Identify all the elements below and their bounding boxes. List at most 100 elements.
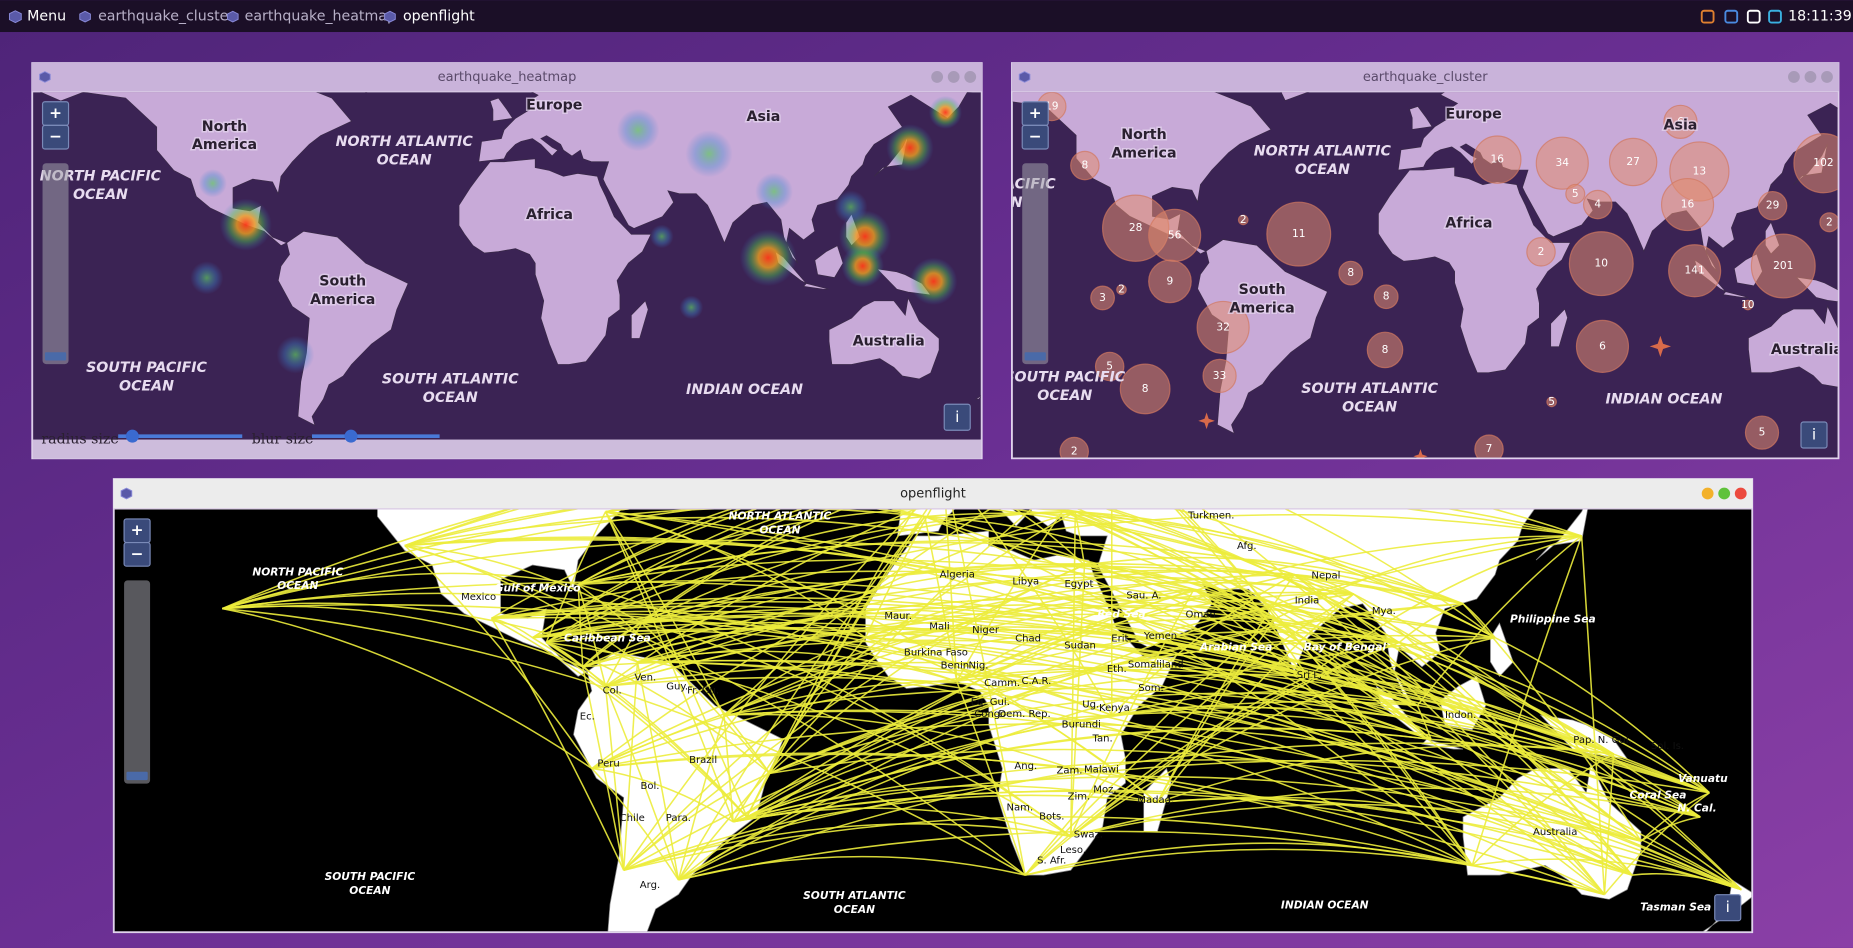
zoom-handle[interactable] [1024,352,1046,361]
cluster-bubble[interactable] [1119,363,1171,415]
map-label: Ec. [580,711,595,722]
slider-thumb[interactable] [125,429,139,443]
flight-route [1173,509,1496,639]
map-label: Sau. A. [1126,591,1161,602]
window-button[interactable] [1734,487,1747,500]
task-button[interactable]: earthquake_cluster [98,9,234,25]
cluster-bubble[interactable] [1744,415,1780,450]
window-button[interactable] [1804,71,1817,83]
flight-route [623,772,770,871]
map-label: Eq. Gui. [971,697,1010,708]
map-label: Asia [747,109,781,125]
cluster-bubble[interactable] [1546,396,1557,408]
landmass [1490,622,1514,678]
map-label: SOUTH ATLANTIC [803,889,906,902]
cluster-bubble[interactable] [1116,284,1127,295]
flight-route [222,605,584,668]
cluster-bubble[interactable] [1750,233,1816,299]
flight-route [1431,738,1701,818]
map-label: Arabian Sea [1199,641,1272,654]
window-button[interactable] [1821,71,1833,83]
flight-route [1640,792,1710,842]
zoom-handle[interactable] [44,352,67,361]
cluster-bubble[interactable] [1059,436,1089,465]
cluster-count: 9 [1167,274,1174,287]
cluster-bubble[interactable] [1663,104,1698,139]
flight-route [1024,641,1400,876]
map-label: SOUTH PACIFIC [1004,369,1125,385]
cluster-bubble[interactable] [1535,136,1589,190]
cluster-bubble[interactable] [1196,300,1250,355]
cluster-bubble[interactable] [1608,137,1658,187]
cluster-bubble[interactable] [1742,299,1754,311]
window-button[interactable] [1701,487,1714,500]
flight-route [1177,509,1473,866]
cluster-count: 16 [1681,198,1695,211]
cluster-bubble[interactable] [1568,231,1634,297]
cluster-bubble[interactable] [1660,177,1715,232]
cluster-count: 5 [1106,359,1113,372]
info-button[interactable] [943,403,971,431]
cluster-bubble[interactable] [1202,358,1237,394]
zoom-handle[interactable] [126,771,148,781]
cluster-bubble[interactable] [1819,212,1839,233]
map-label: S. Afr. [1037,855,1066,866]
app-icon [1018,71,1031,83]
window-button[interactable] [964,71,977,83]
zoom-out-button[interactable] [41,124,70,150]
zoom-out-button[interactable] [1021,124,1049,150]
map-label: Burkina Faso [904,647,968,658]
cluster-bubble[interactable] [1474,434,1504,463]
window-button[interactable] [1718,487,1731,500]
cluster-bubble[interactable] [1266,201,1332,267]
cluster-bubble[interactable] [1070,150,1100,181]
window-button[interactable] [931,71,944,83]
cluster-bubble[interactable] [1668,244,1722,298]
cluster-bubble[interactable] [1793,133,1853,194]
cluster-bubble[interactable] [1582,189,1613,220]
map-label: OCEAN [1342,400,1397,416]
cluster-bubble[interactable] [1237,214,1249,226]
cluster-bubble[interactable] [1575,319,1630,373]
tray-icon[interactable] [1724,9,1739,24]
cluster-bubble[interactable] [1526,237,1556,267]
cluster-bubble[interactable] [1366,331,1404,369]
menu-button[interactable]: Menu [27,9,66,25]
window-button[interactable] [1788,71,1800,83]
zoom-slider[interactable] [42,163,69,365]
landmass [1550,308,1568,348]
flight-route [865,570,1295,639]
flight-route [1059,509,1642,842]
task-button[interactable]: openflight [403,9,475,25]
cluster-bubble[interactable] [1094,351,1125,382]
tray-icon[interactable] [1700,9,1715,24]
zoom-slider[interactable] [1022,163,1049,365]
flight-route [545,641,771,774]
flight-route [1201,509,1606,895]
cluster-count: 10 [1595,257,1609,270]
tray-icon[interactable] [1746,9,1761,24]
map-label: Australia [853,334,925,350]
map-label: NORTH ATLANTIC [1254,144,1392,160]
info-button[interactable] [1800,421,1828,449]
flight-route [582,622,643,668]
tray-icon[interactable] [1768,9,1782,24]
cluster-count: 2 [1826,215,1833,228]
flight-route [677,509,1033,881]
slider-thumb[interactable] [344,429,358,443]
zoom-out-button[interactable] [123,541,151,567]
info-button[interactable] [1714,894,1742,922]
cluster-bubble[interactable] [1373,284,1399,310]
window-button[interactable] [947,71,960,83]
cluster-bubble[interactable] [1565,183,1586,204]
cluster-bubble[interactable] [1473,135,1522,184]
cluster-bubble[interactable] [1148,259,1192,304]
cluster-bubble[interactable] [1090,285,1115,311]
cluster-bubble[interactable] [1757,190,1788,221]
slider-strip [33,439,981,459]
cluster-bubble[interactable] [1338,260,1364,286]
zoom-slider[interactable] [124,580,151,784]
task-button[interactable]: earthquake_heatmap [245,9,396,25]
map-label: Fr. Gu. [687,685,719,696]
flight-route [1075,510,1642,842]
